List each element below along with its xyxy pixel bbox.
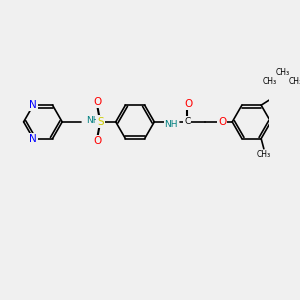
Text: N: N — [29, 134, 37, 144]
Text: O: O — [93, 97, 102, 107]
Text: NH: NH — [86, 116, 99, 125]
Text: NH: NH — [164, 120, 178, 129]
Text: C: C — [184, 117, 190, 126]
Text: N: N — [29, 100, 37, 110]
Text: O: O — [93, 136, 102, 146]
Text: S: S — [97, 117, 104, 127]
Text: CH₃: CH₃ — [262, 77, 276, 86]
Text: CH₃: CH₃ — [257, 150, 271, 159]
Text: CH₃: CH₃ — [289, 77, 300, 86]
Text: O: O — [184, 99, 193, 109]
Text: O: O — [218, 117, 226, 127]
Text: CH₃: CH₃ — [275, 68, 290, 77]
